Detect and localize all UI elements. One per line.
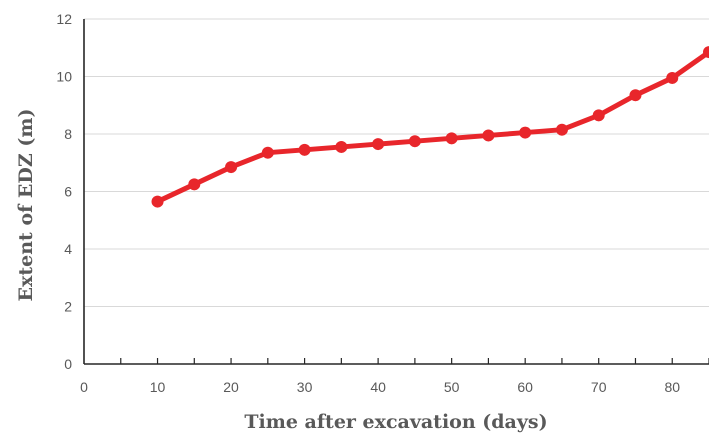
- data-point-20: [225, 161, 238, 174]
- y-tick-label-6: 6: [64, 184, 72, 200]
- tick-labels: 0 2 4 6 8 10 12 0 10 20 30 40 50 60 70 80: [56, 11, 680, 395]
- x-tick-label-80: 80: [664, 379, 680, 395]
- axes: [83, 19, 709, 365]
- data-point-85: [703, 46, 709, 59]
- data-point-30: [298, 143, 311, 156]
- data-series: [151, 46, 709, 208]
- y-tick-label-0: 0: [64, 356, 72, 372]
- x-tick-label-30: 30: [297, 379, 313, 395]
- gridlines: [84, 18, 709, 307]
- x-tick-label-10: 10: [150, 379, 166, 395]
- data-point-80: [666, 71, 679, 84]
- data-point-75: [629, 89, 642, 102]
- data-point-55: [482, 129, 495, 142]
- data-point-15: [188, 178, 201, 191]
- x-tick-label-60: 60: [517, 379, 533, 395]
- y-tick-label-12: 12: [56, 11, 72, 27]
- x-axis-title: Time after excavation (days): [244, 411, 547, 433]
- y-tick-label-2: 2: [64, 299, 72, 315]
- data-point-70: [592, 109, 605, 122]
- x-tick-label-20: 20: [223, 379, 239, 395]
- data-point-25: [261, 146, 274, 159]
- data-point-65: [555, 123, 568, 136]
- y-tick-label-4: 4: [64, 241, 72, 257]
- data-point-50: [445, 132, 458, 145]
- data-point-45: [408, 135, 421, 148]
- y-tick-label-10: 10: [56, 69, 72, 85]
- x-tick-label-50: 50: [444, 379, 460, 395]
- x-tick-label-70: 70: [591, 379, 607, 395]
- series-line-0: [155, 49, 709, 205]
- data-point-40: [372, 138, 385, 151]
- data-point-60: [519, 126, 532, 139]
- y-axis-title: Extent of EDZ (m): [15, 109, 37, 302]
- data-point-10: [151, 195, 164, 208]
- x-tick-label-0: 0: [80, 379, 88, 395]
- data-point-35: [335, 140, 348, 153]
- y-tick-label-8: 8: [64, 126, 72, 142]
- x-tick-label-40: 40: [370, 379, 386, 395]
